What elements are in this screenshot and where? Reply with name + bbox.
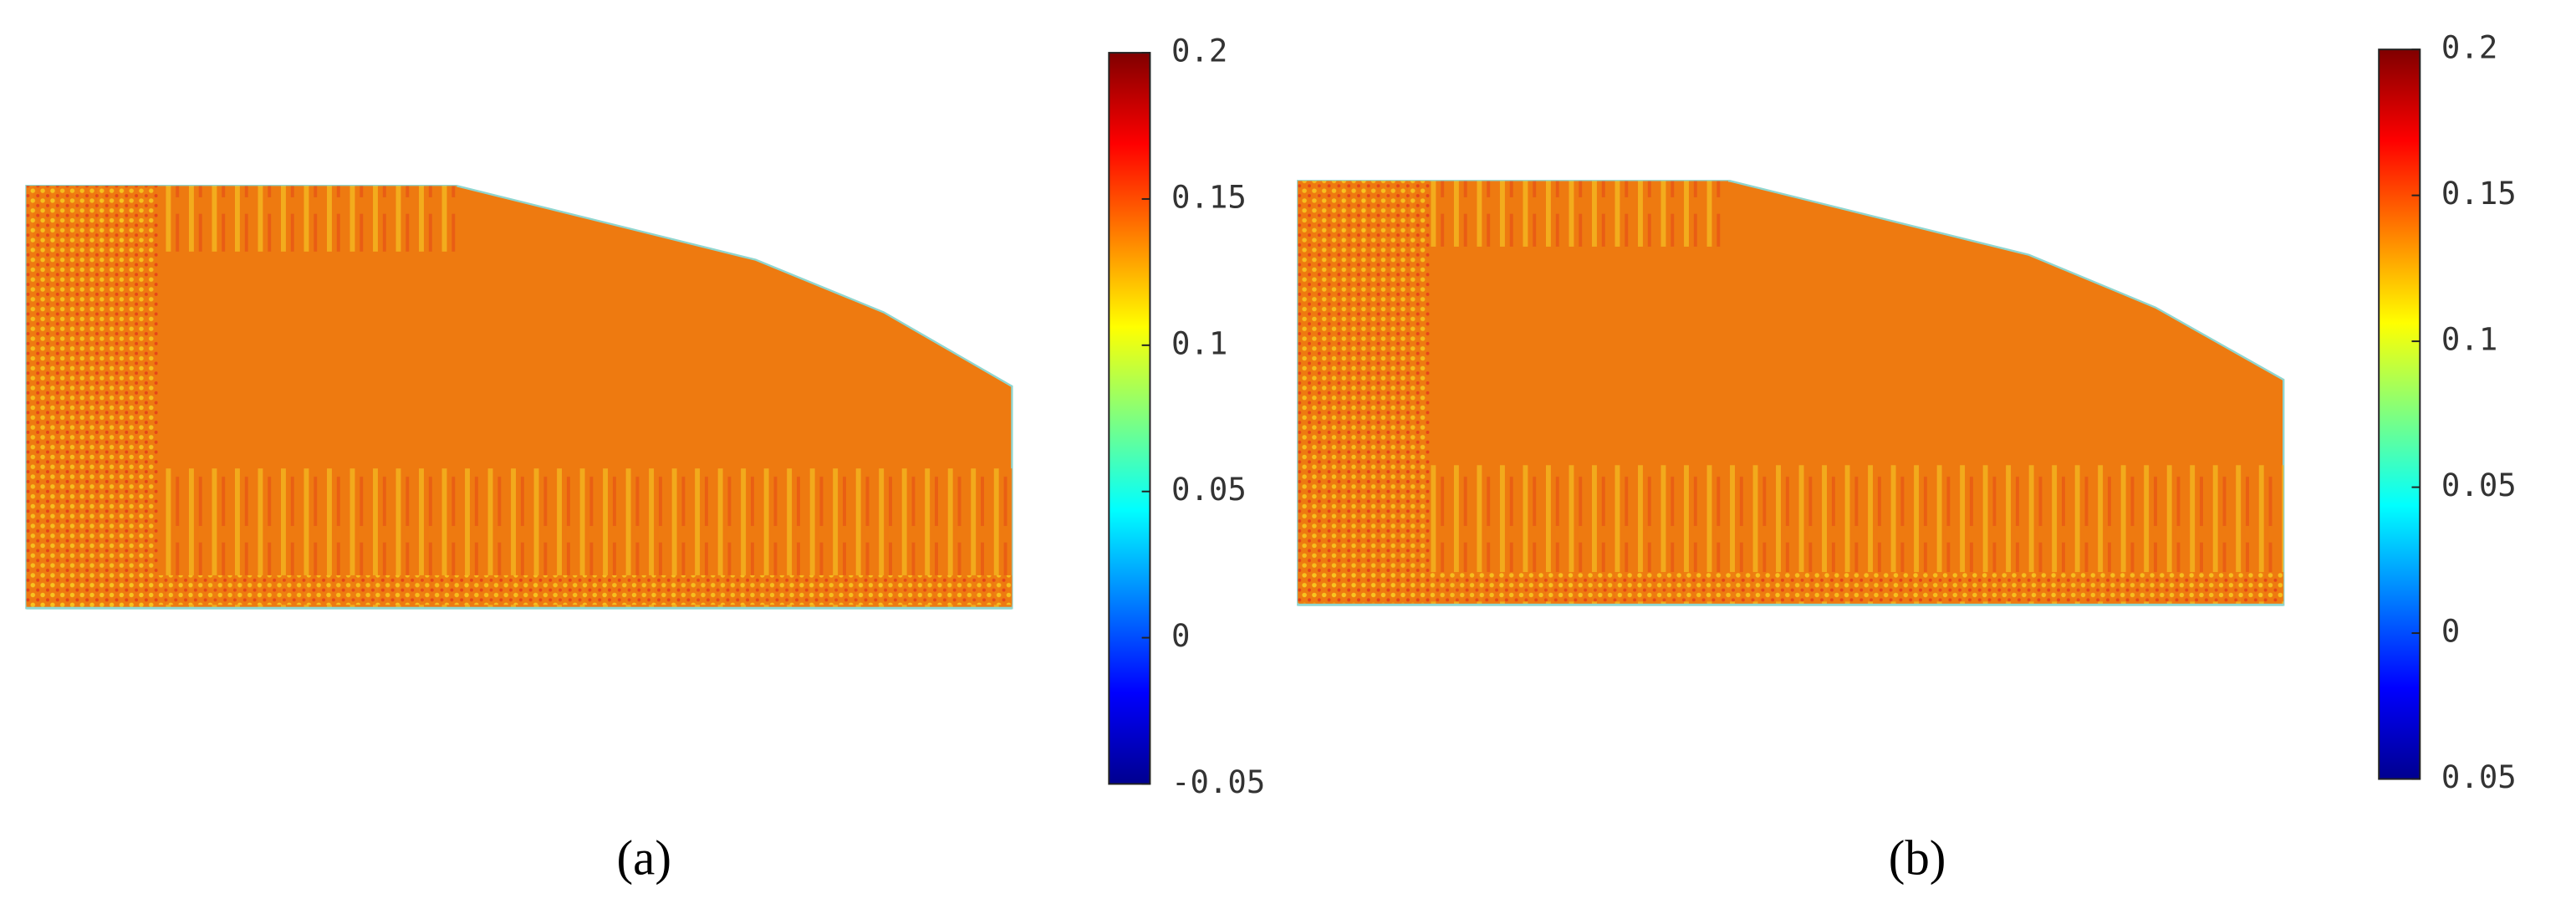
colorbar-tick-label: 0.15 — [2441, 175, 2517, 212]
texture — [1298, 571, 2284, 602]
colorbar — [1108, 52, 1151, 785]
colorbar-tick-label: 0.1 — [1171, 324, 1227, 361]
colorbar-tick-label: 0.05 — [2441, 758, 2517, 795]
colorbar-tick-label: 0 — [2441, 613, 2460, 650]
colorbar-tick-label: 0.05 — [1171, 471, 1247, 508]
caption: (b) — [1889, 830, 1946, 885]
texture — [26, 575, 1013, 605]
colorbar-tick-label: 0.1 — [2441, 321, 2497, 358]
colorbar-tick-label: 0.15 — [1171, 178, 1247, 215]
texture — [26, 186, 158, 609]
caption: (a) — [617, 830, 671, 885]
colorbar-tick-label: 0.2 — [1171, 33, 1227, 69]
colorbar-tick-label: 0.2 — [2441, 29, 2497, 66]
colorbar-tick-label: -0.05 — [1171, 763, 1265, 800]
colorbar-tick-label: 0 — [1171, 617, 1190, 654]
colorbar — [2378, 49, 2421, 780]
texture — [1298, 181, 1430, 604]
colorbar-tick-label: 0.05 — [2441, 467, 2517, 503]
